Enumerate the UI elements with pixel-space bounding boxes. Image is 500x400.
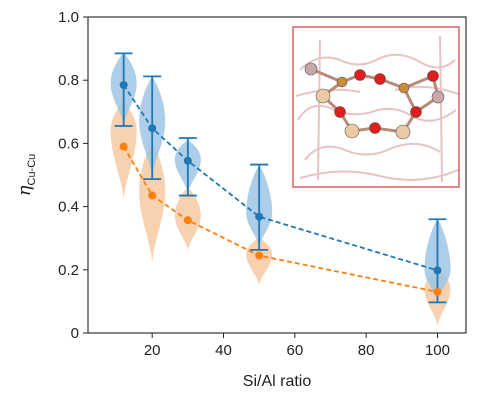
data-point-series-2 bbox=[119, 142, 128, 151]
y-axis-title-main: η bbox=[14, 185, 35, 196]
x-tick-label: 60 bbox=[286, 342, 303, 359]
points-layer bbox=[119, 80, 442, 296]
data-point-series-1 bbox=[433, 266, 442, 275]
violin-series-2 bbox=[139, 143, 166, 264]
data-point-series-2 bbox=[433, 287, 442, 296]
data-point-series-1 bbox=[119, 80, 128, 89]
y-axis-title: ηCu-Cu bbox=[14, 154, 38, 197]
data-point-series-2 bbox=[148, 191, 157, 200]
inset-framework bbox=[295, 35, 458, 183]
plot-frame bbox=[87, 16, 467, 334]
y-tick-label: 0.6 bbox=[58, 135, 79, 152]
x-tick-label: 80 bbox=[358, 342, 375, 359]
y-tick-label: 0.4 bbox=[58, 199, 79, 216]
x-tick-label: 20 bbox=[144, 342, 161, 359]
errorbars-layer bbox=[114, 52, 447, 304]
x-tick-label: 40 bbox=[215, 342, 232, 359]
y-tick-label: 0 bbox=[71, 325, 79, 342]
inset-structure-image bbox=[292, 26, 460, 188]
ticks-layer: 20 40 60 80 100 0 0.2 0.4 0.6 0.8 1.0 bbox=[58, 9, 450, 359]
y-tick-label: 0.2 bbox=[58, 262, 79, 279]
data-point-series-1 bbox=[183, 156, 192, 165]
y-tick-label: 0.8 bbox=[58, 72, 79, 89]
x-axis-title: Si/Al ratio bbox=[243, 373, 312, 390]
y-tick-label: 1.0 bbox=[58, 9, 79, 26]
data-point-series-1 bbox=[148, 124, 157, 133]
y-axis-title-sub: Cu-Cu bbox=[26, 154, 38, 186]
data-point-series-1 bbox=[255, 212, 264, 221]
svg-text:ηCu-Cu: ηCu-Cu bbox=[14, 154, 38, 197]
data-point-series-2 bbox=[255, 251, 264, 260]
x-tick-label: 100 bbox=[425, 342, 450, 359]
data-point-series-2 bbox=[183, 216, 192, 225]
